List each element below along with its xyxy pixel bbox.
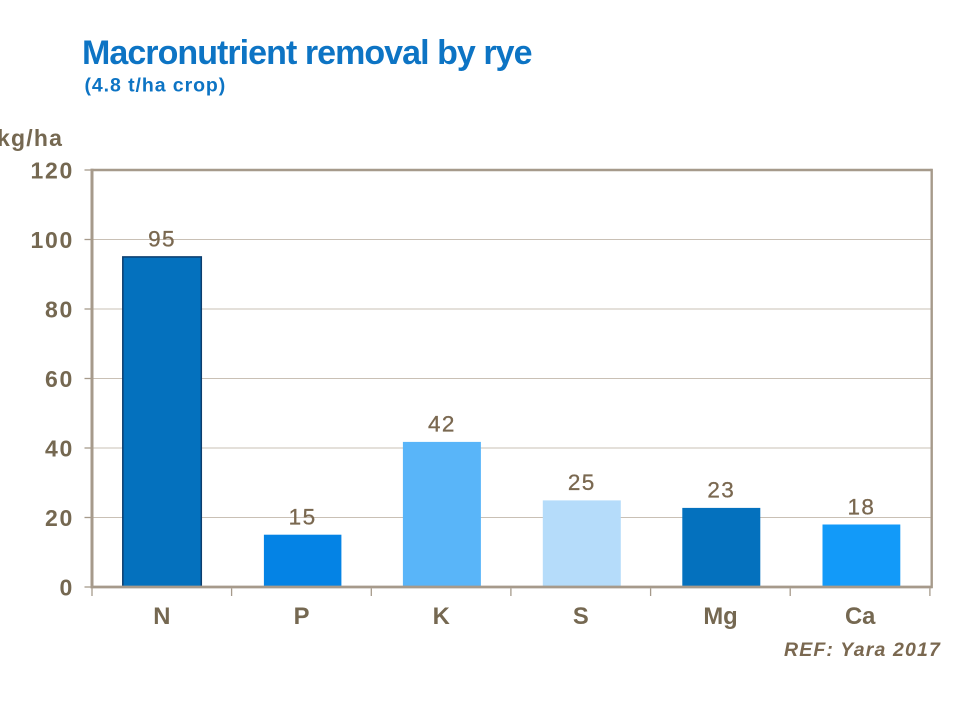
svg-text:K: K: [433, 603, 450, 630]
svg-text:42: 42: [428, 412, 456, 437]
svg-text:15: 15: [289, 505, 317, 530]
svg-text:95: 95: [148, 227, 176, 252]
svg-text:(4.8 t/ha crop): (4.8 t/ha crop): [85, 75, 227, 97]
svg-text:N: N: [153, 603, 170, 630]
svg-text:25: 25: [568, 470, 596, 495]
svg-text:kg/ha: kg/ha: [0, 125, 63, 151]
svg-text:Ca: Ca: [845, 603, 876, 630]
svg-text:Mg: Mg: [703, 603, 737, 630]
svg-text:REF: Yara 2017: REF: Yara 2017: [784, 639, 941, 661]
svg-text:0: 0: [60, 574, 75, 600]
svg-text:40: 40: [45, 435, 74, 461]
svg-text:23: 23: [707, 478, 735, 503]
svg-text:18: 18: [847, 494, 875, 519]
svg-text:P: P: [294, 603, 310, 630]
svg-text:60: 60: [45, 366, 74, 392]
svg-text:100: 100: [31, 227, 74, 253]
svg-text:20: 20: [45, 505, 74, 531]
svg-text:S: S: [573, 603, 589, 630]
svg-text:80: 80: [45, 296, 74, 322]
svg-text:120: 120: [31, 157, 74, 183]
svg-text:Macronutrient removal by rye: Macronutrient removal by rye: [82, 34, 532, 72]
